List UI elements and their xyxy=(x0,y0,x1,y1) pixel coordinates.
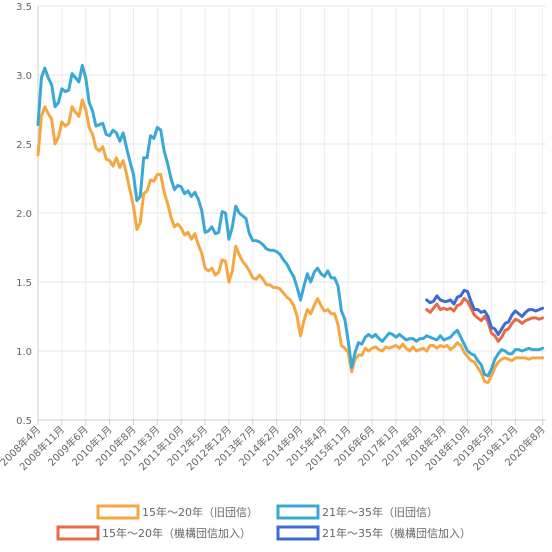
y-tick-label: 3.0 xyxy=(16,71,32,82)
legend-swatch xyxy=(56,525,100,541)
legend-label: 15年～20年（機構団信加入） xyxy=(102,526,251,540)
y-tick-label: 3.5 xyxy=(16,2,32,13)
series-lines xyxy=(36,63,545,385)
y-tick-label: 0.5 xyxy=(16,416,32,427)
y-tick-label: 2.0 xyxy=(16,209,32,220)
x-axis: 2008年4月2008年11月2009年6月2010年1月2010年8月2011… xyxy=(0,423,548,473)
legend[interactable]: 15年～20年（旧団信） 21年～35年（旧団信） 15年～20年（機構団信加入） 2… xyxy=(56,504,471,541)
legend-swatch xyxy=(276,525,320,541)
legend-item-2[interactable]: 21年～35年（旧団信） xyxy=(276,504,438,520)
legend-label: 15年～20年（旧団信） xyxy=(142,505,258,519)
series-line-1 xyxy=(36,98,545,385)
legend-label: 21年～35年（機構団信加入） xyxy=(322,526,471,540)
series-line-2 xyxy=(36,63,545,378)
legend-swatch xyxy=(96,504,140,520)
legend-label: 21年～35年（旧団信） xyxy=(322,505,438,519)
grid xyxy=(37,5,546,425)
legend-item-3[interactable]: 15年～20年（機構団信加入） xyxy=(56,525,251,541)
y-tick-label: 2.5 xyxy=(16,140,32,151)
legend-item-1[interactable]: 15年～20年（旧団信） xyxy=(96,504,258,520)
y-tick-label: 1.0 xyxy=(16,347,32,358)
y-tick-label: 1.5 xyxy=(16,278,32,289)
y-axis: 0.5 1.0 1.5 2.0 2.5 3.0 3.5 xyxy=(16,2,32,427)
legend-swatch xyxy=(276,504,320,520)
series-line-4 xyxy=(425,288,545,336)
series-line-3 xyxy=(425,297,545,343)
legend-item-4[interactable]: 21年～35年（機構団信加入） xyxy=(276,525,471,541)
